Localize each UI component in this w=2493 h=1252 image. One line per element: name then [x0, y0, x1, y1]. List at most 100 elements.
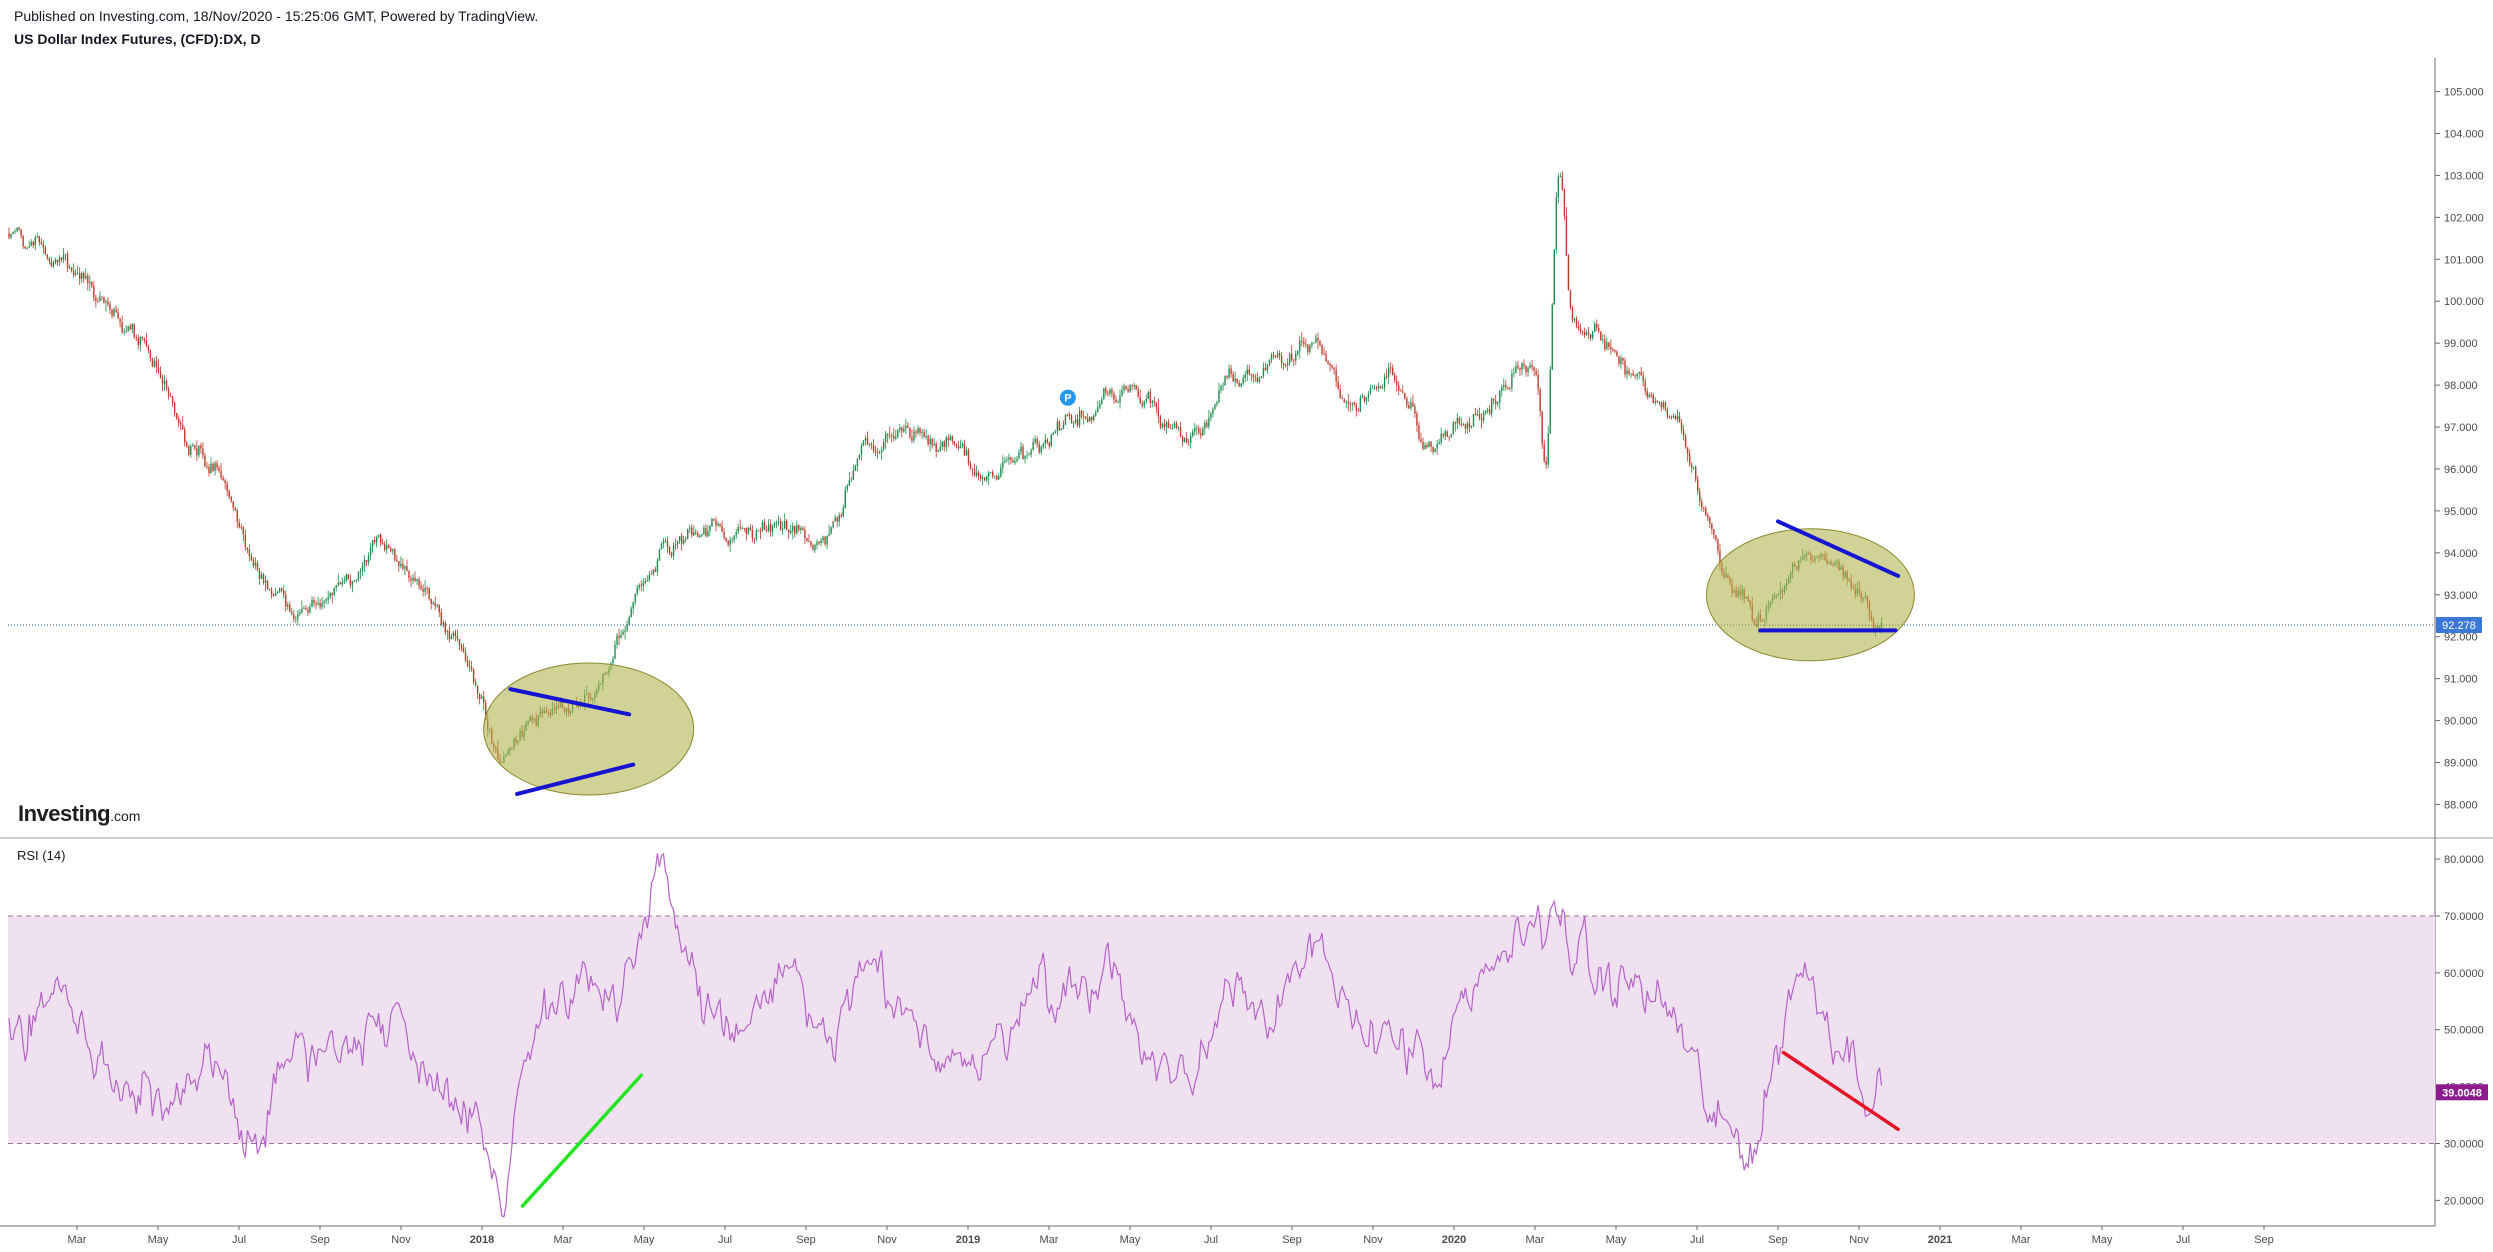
candle-body — [1610, 346, 1612, 350]
candle-body — [341, 582, 343, 585]
candle-body — [422, 588, 424, 592]
candle-body — [818, 541, 820, 544]
candle-body — [715, 520, 717, 526]
rsi-line — [8, 852, 1883, 1218]
candle-body — [810, 541, 812, 546]
candle-body — [1293, 359, 1295, 361]
candle-body — [1335, 369, 1337, 382]
time-tick-label: Jul — [718, 1234, 732, 1246]
candle-body — [83, 272, 85, 279]
candle-body — [1190, 435, 1192, 443]
candle-body — [965, 450, 968, 456]
candle-body — [1488, 409, 1491, 414]
candle-body — [1434, 448, 1436, 452]
candle-body — [1270, 354, 1273, 360]
candle-body — [1115, 399, 1117, 403]
candle-body — [814, 544, 816, 550]
candle-body — [1640, 372, 1642, 376]
price-tick-label: 102.000 — [2444, 212, 2484, 224]
instrument-title: US Dollar Index Futures, (CFD):DX, D — [14, 31, 261, 47]
candle-body — [218, 467, 220, 472]
time-tick-label: Sep — [1282, 1234, 1302, 1246]
pivot-marker-label: P — [1064, 393, 1071, 405]
time-tick-label: Jul — [2176, 1234, 2190, 1246]
price-tick-label: 101.000 — [2444, 254, 2484, 266]
candle-body — [353, 580, 356, 582]
candle-body — [456, 635, 459, 640]
candle-body — [1630, 373, 1632, 375]
candle-body — [135, 337, 137, 339]
candle-body — [1396, 380, 1398, 386]
candle-body — [1688, 453, 1691, 465]
candle-body — [155, 360, 158, 368]
candle-body — [820, 540, 822, 544]
candle-body — [400, 563, 402, 567]
candle-body — [975, 472, 978, 476]
candle-body — [1262, 368, 1265, 377]
last-price-value: 92.278 — [2442, 620, 2476, 632]
candle-body — [668, 546, 671, 553]
candle-body — [169, 396, 172, 397]
candle-body — [947, 437, 949, 441]
candle-body — [34, 237, 36, 246]
candle-body — [687, 528, 689, 539]
candle-body — [1086, 418, 1089, 422]
candle-body — [1295, 354, 1297, 361]
candle-body — [246, 547, 249, 550]
candle-body — [1139, 396, 1141, 404]
candle-body — [737, 527, 739, 533]
logo-text: Investing — [18, 801, 111, 826]
candle-body — [691, 527, 693, 536]
candle-body — [1703, 507, 1705, 509]
candle-body — [1187, 441, 1190, 443]
candle-body — [1608, 342, 1610, 347]
candle-body — [367, 555, 370, 563]
candle-body — [12, 231, 14, 235]
candle-body — [345, 574, 348, 581]
candle-body — [66, 254, 69, 268]
candle-body — [1196, 427, 1198, 429]
candle-body — [329, 593, 331, 597]
candle-body — [911, 437, 913, 441]
candle-body — [767, 524, 770, 531]
candle-body — [1707, 514, 1709, 518]
candle-body — [1173, 423, 1176, 429]
price-tick-label: 99.000 — [2444, 338, 2478, 350]
candle-body — [1286, 362, 1289, 366]
candle-body — [842, 507, 844, 517]
candle-body — [1495, 400, 1497, 404]
candle-body — [747, 527, 750, 534]
time-tick-label: Sep — [796, 1234, 816, 1246]
candle-body — [236, 510, 238, 523]
candle-body — [1181, 436, 1184, 443]
candle-body — [1490, 398, 1493, 414]
candle-body — [1571, 307, 1574, 320]
candle-body — [695, 532, 697, 534]
candle-body — [905, 425, 907, 429]
candle-body — [196, 448, 198, 456]
candle-body — [1313, 342, 1315, 344]
candle-body — [281, 588, 283, 591]
candle-body — [1147, 391, 1149, 399]
candle-body — [95, 297, 97, 301]
candle-body — [1513, 372, 1515, 374]
candle-body — [270, 589, 273, 595]
candle-body — [850, 479, 853, 481]
candle-body — [973, 469, 976, 476]
candle-body — [74, 273, 77, 275]
candle-body — [1089, 417, 1091, 422]
candle-body — [250, 555, 253, 560]
time-tick-label: Nov — [1849, 1234, 1869, 1246]
candle-body — [1258, 378, 1261, 382]
candle-body — [113, 309, 115, 316]
candle-body — [1523, 363, 1525, 366]
candle-body — [1387, 367, 1390, 377]
candle-body — [1198, 427, 1200, 433]
candle-body — [220, 471, 222, 478]
candle-body — [1343, 398, 1345, 403]
candle-body — [1060, 428, 1063, 431]
candle-body — [1626, 370, 1628, 375]
candle-body — [212, 463, 214, 471]
candle-body — [315, 603, 317, 605]
